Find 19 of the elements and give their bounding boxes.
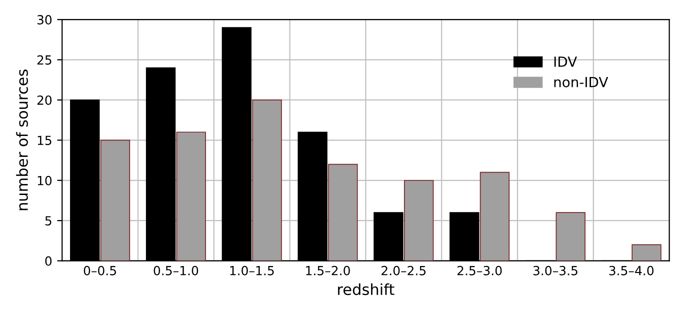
y-tick-label: 20: [37, 95, 52, 105]
x-tick-label: 2.0–2.5: [382, 266, 426, 276]
y-axis-title: number of sources: [16, 70, 28, 210]
x-tick-label: 1.0–1.5: [230, 266, 274, 276]
y-tick-label: 0: [45, 256, 52, 266]
y-tick-label: 25: [37, 55, 52, 65]
y-tick-label: 5: [45, 216, 52, 226]
x-tick-label: 3.0–3.5: [533, 266, 578, 276]
y-tick-label: 30: [37, 15, 52, 24]
x-tick-label: 1.5–2.0: [306, 266, 350, 276]
x-tick-label: 3.5–4.0: [609, 266, 654, 276]
y-tick-label: 10: [38, 176, 52, 186]
y-tick-label: 15: [38, 136, 52, 146]
x-tick-label: 0–0.5: [84, 266, 116, 276]
legend-label: non-IDV: [554, 77, 608, 88]
x-tick-label: 0.5–1.0: [154, 266, 198, 276]
x-axis-title: redshift: [338, 283, 394, 296]
x-tick-label: 2.5–3.0: [457, 266, 502, 276]
legend-label: IDV: [554, 56, 577, 67]
